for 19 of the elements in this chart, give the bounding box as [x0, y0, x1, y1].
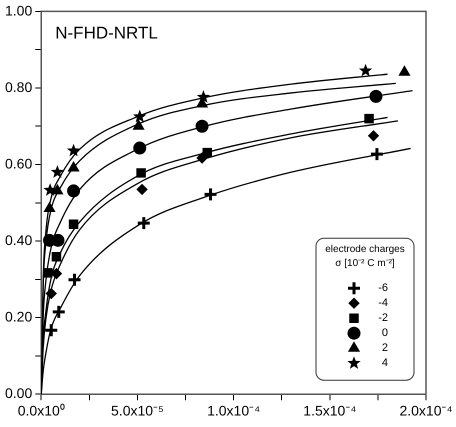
legend-label: -6	[378, 282, 388, 294]
legend-title: electrode charges σ [10⁻² C m⁻²]	[325, 244, 405, 269]
text: N-FHD-NRTL	[55, 24, 158, 43]
legend-label: 0	[382, 327, 388, 340]
y-tick-label: 0.20	[5, 308, 32, 324]
x-tick-label: 1.5x10⁻⁴	[303, 402, 356, 418]
legend-label: 2	[382, 342, 388, 354]
y-tick-label: 0.40	[5, 232, 32, 248]
legend-label: 4	[382, 357, 388, 370]
x-tick-label: 1.0x10⁻⁴	[207, 402, 260, 418]
y-tick-label: 0.60	[5, 155, 32, 172]
x-tick-label: 2.0x10⁻⁴	[399, 402, 453, 418]
x-tick-label: 0.0x10⁰	[18, 402, 65, 418]
legend-label: -4	[378, 297, 388, 310]
y-tick-label: 1.00	[5, 2, 32, 18]
legend-label: -2	[378, 312, 388, 324]
y-tick-label: 0.00	[5, 385, 32, 402]
y-tick-label: 0.80	[5, 78, 32, 95]
x-tick-label: 5.0x10⁻⁵	[111, 402, 164, 418]
